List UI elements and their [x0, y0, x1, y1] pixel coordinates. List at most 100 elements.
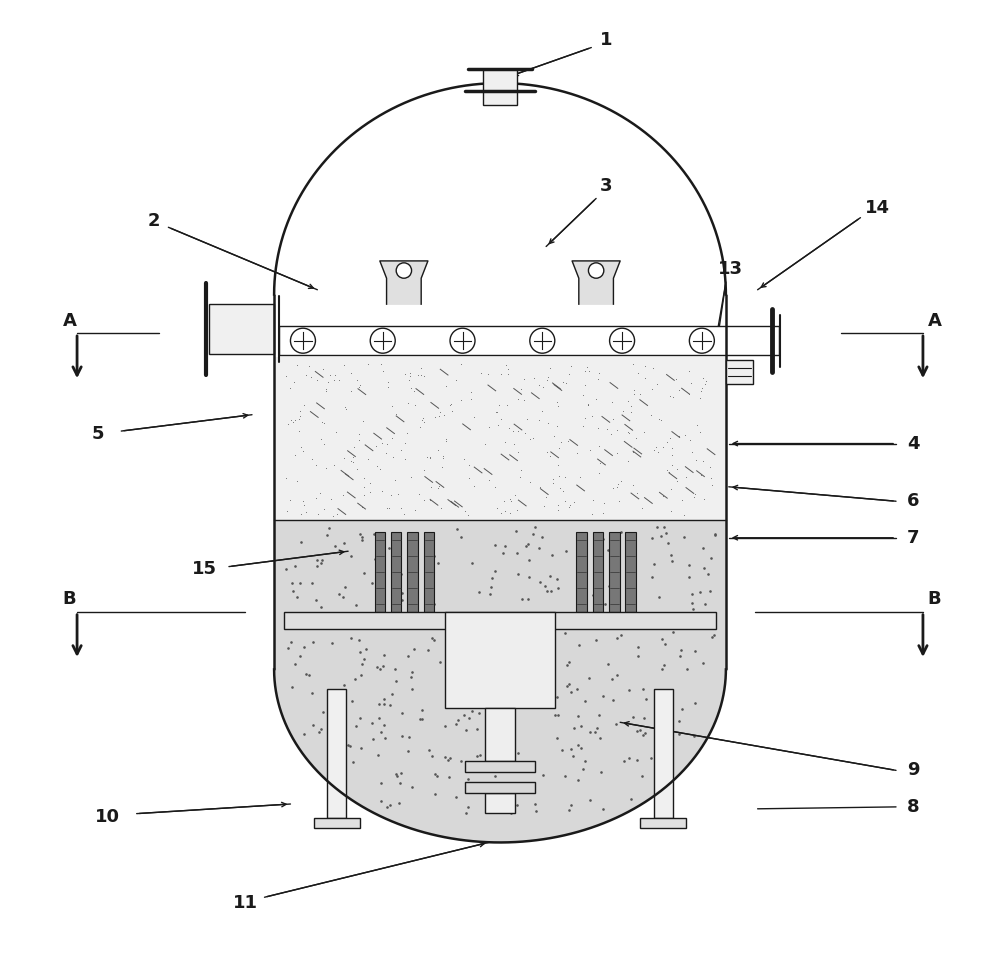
Point: [534, 403, 550, 418]
Point: [707, 526, 723, 542]
Point: [623, 405, 639, 420]
Point: [287, 558, 303, 574]
Point: [698, 374, 714, 389]
Point: [576, 613, 592, 629]
Text: A: A: [928, 311, 941, 330]
Point: [371, 596, 387, 611]
Point: [526, 370, 542, 386]
Point: [703, 469, 719, 485]
Point: [287, 447, 303, 463]
Point: [625, 478, 641, 494]
Point: [683, 376, 699, 391]
Point: [681, 557, 697, 573]
Point: [382, 697, 398, 712]
Text: 10: 10: [95, 808, 120, 825]
Point: [662, 388, 678, 404]
Point: [579, 360, 595, 375]
Point: [360, 451, 376, 467]
Point: [575, 761, 591, 776]
Point: [371, 696, 387, 711]
Bar: [576, 532, 587, 612]
Point: [503, 607, 519, 623]
Point: [686, 729, 702, 744]
Point: [453, 392, 469, 408]
Point: [656, 520, 672, 535]
Point: [413, 361, 429, 376]
Point: [464, 555, 480, 571]
Point: [572, 469, 588, 485]
Point: [394, 705, 410, 720]
Point: [644, 570, 660, 585]
Point: [388, 673, 404, 688]
Point: [532, 669, 548, 684]
Point: [422, 449, 438, 465]
Point: [310, 506, 326, 522]
Point: [664, 447, 680, 463]
Point: [629, 752, 645, 767]
Point: [543, 583, 559, 599]
Point: [540, 415, 556, 431]
Point: [413, 368, 429, 384]
Point: [346, 439, 362, 454]
Point: [291, 412, 307, 427]
Point: [516, 371, 532, 387]
Point: [282, 381, 298, 396]
Point: [536, 498, 552, 514]
Point: [655, 440, 671, 455]
Point: [616, 754, 632, 769]
Point: [604, 394, 620, 410]
Circle shape: [290, 328, 315, 353]
Point: [692, 390, 708, 406]
Point: [528, 674, 544, 689]
Point: [595, 688, 611, 704]
Point: [571, 537, 587, 552]
Point: [604, 573, 620, 588]
Point: [491, 397, 507, 413]
Point: [630, 640, 646, 656]
Point: [695, 453, 711, 469]
Point: [360, 356, 376, 371]
Point: [487, 479, 503, 495]
Point: [425, 554, 441, 570]
Point: [432, 615, 448, 630]
Point: [613, 524, 629, 540]
Point: [503, 494, 519, 509]
Point: [537, 578, 553, 594]
Point: [613, 473, 629, 489]
Point: [654, 661, 670, 677]
Point: [463, 385, 479, 400]
Bar: [465, 782, 535, 793]
Bar: [609, 532, 620, 612]
Point: [513, 381, 529, 396]
Bar: [375, 532, 385, 612]
Point: [389, 768, 405, 784]
Point: [608, 549, 624, 564]
Point: [545, 471, 561, 487]
Point: [416, 368, 432, 384]
Point: [309, 558, 325, 574]
Point: [510, 444, 526, 460]
Point: [558, 375, 574, 390]
Point: [633, 620, 649, 635]
Point: [550, 502, 566, 518]
Point: [344, 694, 360, 710]
Point: [331, 372, 347, 388]
Point: [542, 361, 558, 376]
Point: [296, 639, 312, 655]
Point: [674, 492, 690, 507]
Point: [487, 564, 503, 579]
Point: [700, 566, 716, 581]
Point: [573, 740, 589, 756]
Text: 4: 4: [907, 435, 920, 452]
Point: [490, 693, 506, 709]
Point: [354, 499, 370, 515]
Point: [397, 365, 413, 381]
Point: [285, 414, 301, 429]
Point: [431, 478, 447, 494]
Point: [605, 481, 621, 496]
Point: [561, 366, 577, 382]
Point: [429, 768, 445, 784]
Point: [335, 589, 351, 604]
Polygon shape: [572, 261, 620, 305]
Point: [362, 475, 378, 491]
